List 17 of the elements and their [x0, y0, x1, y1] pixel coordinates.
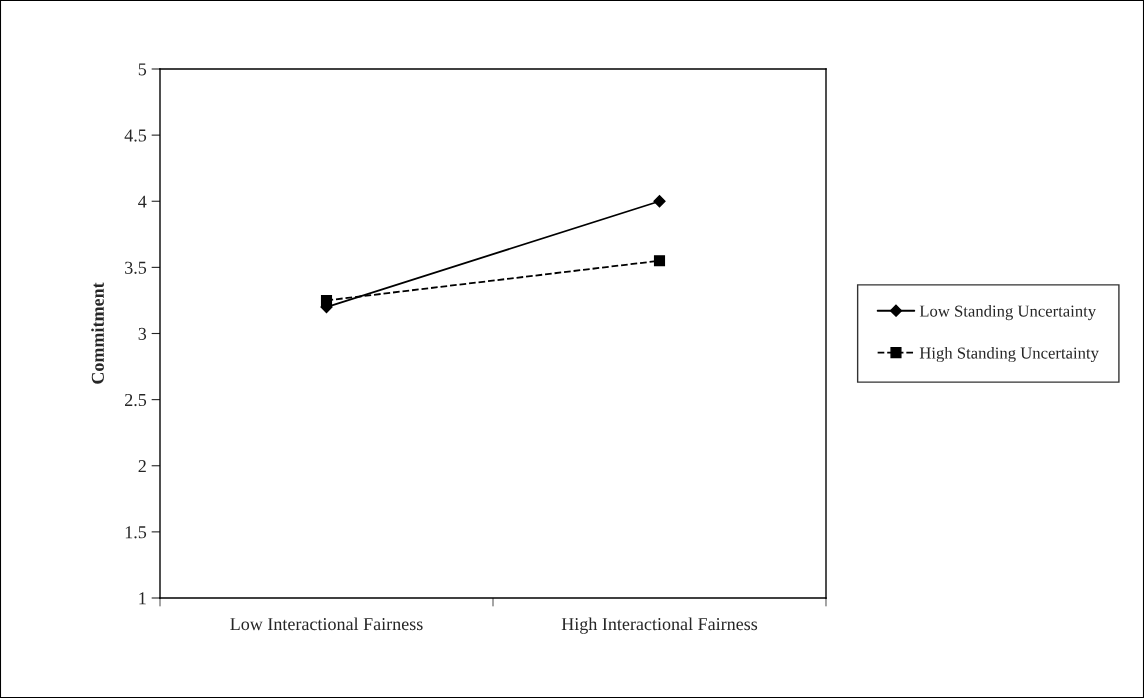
- x-tick-label: High Interactional Fairness: [561, 617, 758, 634]
- y-tick-label: 4: [138, 195, 147, 208]
- y-tick-label: 4.5: [124, 129, 147, 142]
- legend-label: High Standing Uncertainty: [919, 346, 1099, 363]
- y-tick-label: 1: [139, 592, 146, 605]
- legend-label: Low Standing Uncertainty: [919, 305, 1097, 321]
- y-tick-label: 3.5: [125, 261, 147, 274]
- x-tick-label: Low Interactional Fairness: [230, 617, 423, 631]
- y-tick-label: 2: [138, 460, 146, 473]
- y-tick-label: 3: [138, 327, 147, 340]
- point: [320, 294, 333, 306]
- y-axis-title: Commitment: [91, 282, 104, 384]
- y-tick-label: 2.5: [125, 393, 147, 407]
- point: [653, 255, 666, 267]
- point: [653, 195, 666, 208]
- y-tick-label: 5: [138, 63, 147, 76]
- y-tick-label: 1.5: [125, 526, 147, 539]
